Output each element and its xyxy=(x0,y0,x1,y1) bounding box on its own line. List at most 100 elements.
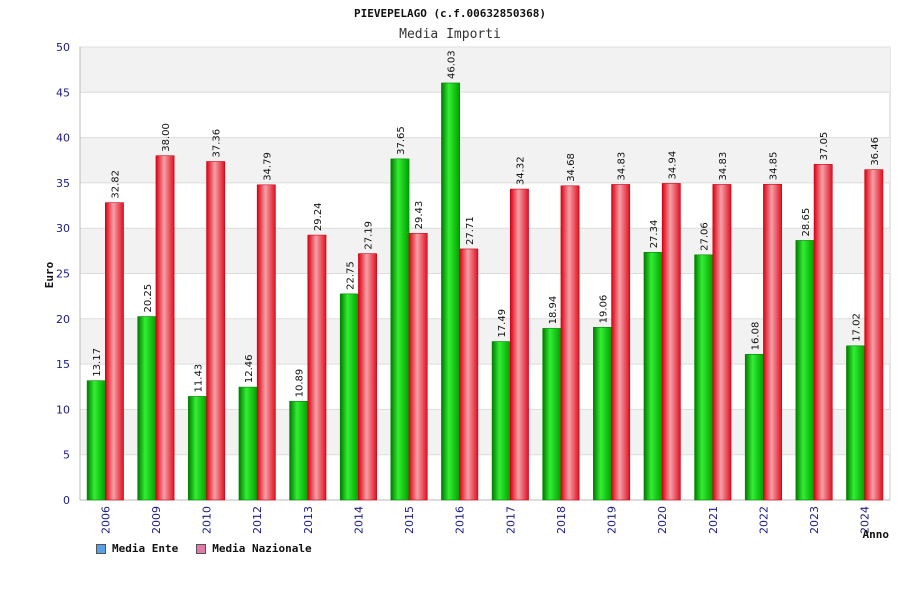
value-label: 29.24 xyxy=(313,202,324,231)
value-label: 46.03 xyxy=(447,50,458,79)
bar-media-nazionale-2010 xyxy=(206,161,226,501)
bar-media-ente-2021 xyxy=(694,254,714,501)
bar-media-nazionale-2019 xyxy=(611,184,631,501)
value-label: 16.08 xyxy=(750,322,761,351)
bar-media-nazionale-2024 xyxy=(864,169,884,501)
value-label: 34.83 xyxy=(617,152,628,181)
value-label: 34.83 xyxy=(718,152,729,181)
y-tick-label: 5 xyxy=(63,449,70,462)
y-tick-label: 35 xyxy=(56,177,70,190)
legend: Media Ente Media Nazionale xyxy=(96,542,312,555)
value-label: 27.06 xyxy=(700,222,711,251)
bar-media-nazionale-2017 xyxy=(510,188,529,501)
value-label: 38.00 xyxy=(161,123,172,152)
chart-subtitle: Media Importi xyxy=(399,27,501,42)
value-label: 27.19 xyxy=(364,221,375,250)
legend-swatch-media-ente xyxy=(96,543,106,554)
bar-media-ente-2016 xyxy=(441,82,460,501)
bar-media-ente-2015 xyxy=(390,158,410,501)
x-tick-label: 2018 xyxy=(555,506,568,534)
x-axis-ticks: 2006 2009 2010 2012 2013 2014 2015 2016 2017 2018… xyxy=(99,506,871,534)
bar-media-ente-2006 xyxy=(86,380,106,501)
x-tick-label: 2009 xyxy=(150,506,163,534)
y-axis-ticks: 0 5 10 15 20 25 30 35 40 45 50 xyxy=(56,41,70,507)
y-tick-label: 30 xyxy=(56,222,70,235)
bar-media-ente-2018 xyxy=(542,328,562,501)
x-tick-label: 2010 xyxy=(201,506,214,534)
value-label: 19.06 xyxy=(598,295,609,324)
bar-media-ente-2009 xyxy=(137,316,157,501)
legend-item-media-nazionale: Media Nazionale xyxy=(196,542,312,555)
x-tick-label: 2022 xyxy=(757,506,770,534)
bar-media-ente-2019 xyxy=(593,327,612,501)
value-label: 22.75 xyxy=(345,261,356,290)
bar-media-nazionale-2016 xyxy=(459,248,479,501)
x-tick-label: 2012 xyxy=(251,506,264,534)
bar-media-ente-2017 xyxy=(491,341,511,501)
value-label: 34.85 xyxy=(769,152,780,181)
x-tick-label: 2020 xyxy=(656,506,669,534)
x-tick-label: 2013 xyxy=(302,506,315,534)
y-tick-label: 40 xyxy=(56,132,70,145)
x-tick-label: 2015 xyxy=(403,506,416,534)
bar-media-ente-2023 xyxy=(795,240,815,501)
legend-swatch-media-nazionale xyxy=(196,543,207,554)
value-label: 17.49 xyxy=(497,309,508,338)
value-label: 27.34 xyxy=(649,220,660,249)
chart-title: PIEVEPELAGO (c.f.00632850368) xyxy=(354,7,546,20)
legend-item-media-ente: Media Ente xyxy=(96,542,178,555)
x-tick-label: 2024 xyxy=(859,506,872,534)
bar-media-nazionale-2012 xyxy=(256,184,276,501)
value-label: 37.05 xyxy=(819,132,830,161)
y-tick-label: 50 xyxy=(56,41,70,54)
value-label: 34.68 xyxy=(566,153,577,182)
y-tick-label: 0 xyxy=(63,494,70,507)
value-label: 12.46 xyxy=(244,354,255,383)
x-tick-label: 2017 xyxy=(504,506,517,534)
value-label: 34.94 xyxy=(667,151,678,180)
value-labels: 13.17 32.82 20.25 38.00 11.43 37.36 12.46 34.79… xyxy=(92,50,881,397)
y-tick-label: 10 xyxy=(56,403,70,416)
bar-media-nazionale-2013 xyxy=(307,234,327,501)
legend-label-media-nazionale: Media Nazionale xyxy=(212,542,312,555)
value-label: 28.65 xyxy=(801,208,812,237)
y-tick-label: 45 xyxy=(56,86,70,99)
x-tick-label: 2021 xyxy=(707,506,720,534)
x-tick-label: 2023 xyxy=(808,506,821,534)
value-label: 37.36 xyxy=(212,129,223,158)
y-tick-label: 20 xyxy=(56,313,70,326)
bar-media-ente-2014 xyxy=(339,293,359,501)
bar-media-ente-2010 xyxy=(188,396,207,501)
value-label: 36.46 xyxy=(870,137,881,166)
bar-media-nazionale-2023 xyxy=(813,164,833,501)
value-label: 34.79 xyxy=(262,152,273,181)
bar-media-nazionale-2018 xyxy=(560,185,580,501)
value-label: 17.02 xyxy=(852,313,863,342)
y-axis-label: Euro xyxy=(43,261,56,288)
x-tick-label: 2019 xyxy=(606,506,619,534)
value-label: 29.43 xyxy=(414,201,425,230)
bar-media-nazionale-2015 xyxy=(408,233,428,501)
bar-media-nazionale-2021 xyxy=(712,184,732,501)
value-label: 11.43 xyxy=(193,364,204,393)
x-tick-label: 2006 xyxy=(99,506,112,534)
bar-media-nazionale-2006 xyxy=(105,202,124,501)
x-axis-label: Anno xyxy=(863,528,890,541)
bars xyxy=(86,82,884,501)
value-label: 34.32 xyxy=(515,156,526,185)
bar-media-nazionale-2014 xyxy=(358,253,377,501)
x-tick-label: 2014 xyxy=(352,506,365,534)
bar-media-ente-2024 xyxy=(846,345,865,501)
legend-label-media-ente: Media Ente xyxy=(112,542,179,555)
value-label: 37.65 xyxy=(396,126,407,155)
y-tick-label: 15 xyxy=(56,358,70,371)
value-label: 18.94 xyxy=(548,296,559,325)
grid-band xyxy=(80,47,890,93)
bar-media-ente-2022 xyxy=(744,354,764,501)
value-label: 27.71 xyxy=(465,216,476,245)
x-tick-label: 2016 xyxy=(454,506,467,534)
bar-media-ente-2013 xyxy=(289,401,309,501)
value-label: 32.82 xyxy=(110,170,121,199)
